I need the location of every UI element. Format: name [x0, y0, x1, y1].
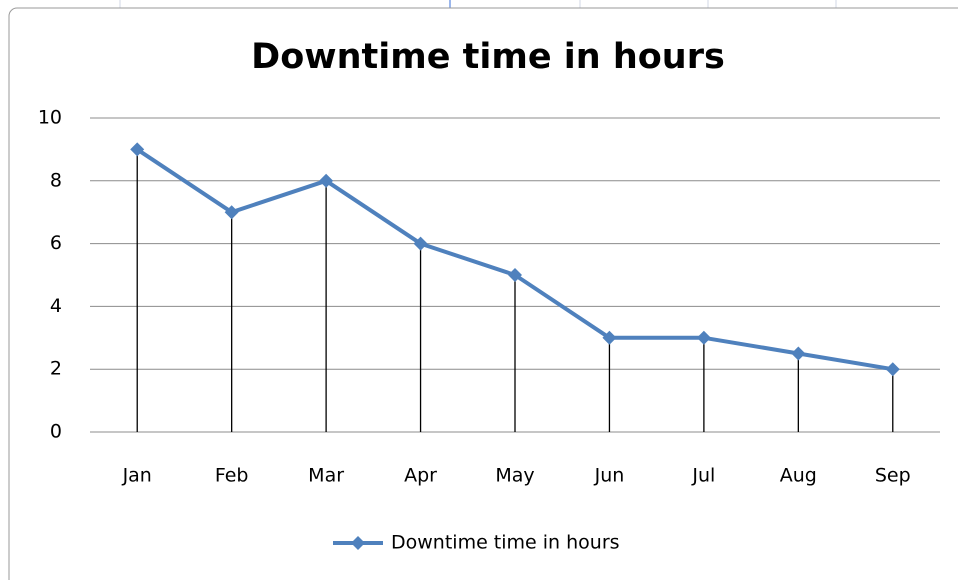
data-point	[885, 362, 900, 377]
data-point	[508, 268, 522, 282]
x-tick-label: Jul	[691, 465, 715, 487]
data-point	[602, 330, 617, 345]
legend-label: Downtime time in hours	[391, 532, 620, 554]
chart-title: Downtime time in hours	[251, 37, 725, 77]
data-point	[791, 346, 806, 361]
data-point	[319, 173, 334, 188]
x-tick-label: Mar	[308, 465, 344, 487]
y-tick-label: 6	[50, 232, 62, 254]
y-tick-label: 0	[50, 421, 62, 443]
x-tick-label: Apr	[404, 465, 437, 487]
chart-area	[8, 7, 958, 580]
x-tick-label: Jan	[122, 465, 152, 487]
y-tick-label: 2	[50, 358, 62, 380]
x-tick-label: Jun	[594, 465, 625, 487]
x-tick-label: May	[495, 465, 534, 487]
data-point	[130, 142, 145, 157]
x-tick-label: Aug	[780, 465, 817, 487]
y-tick-label: 10	[38, 107, 62, 129]
x-tick-label: Sep	[875, 465, 911, 487]
data-point	[413, 236, 428, 251]
y-tick-label: 4	[50, 295, 62, 317]
data-point	[224, 205, 239, 220]
legend-marker	[351, 536, 365, 550]
data-point	[696, 330, 711, 345]
x-tick-label: Feb	[215, 465, 249, 487]
y-tick-label: 8	[50, 169, 62, 191]
